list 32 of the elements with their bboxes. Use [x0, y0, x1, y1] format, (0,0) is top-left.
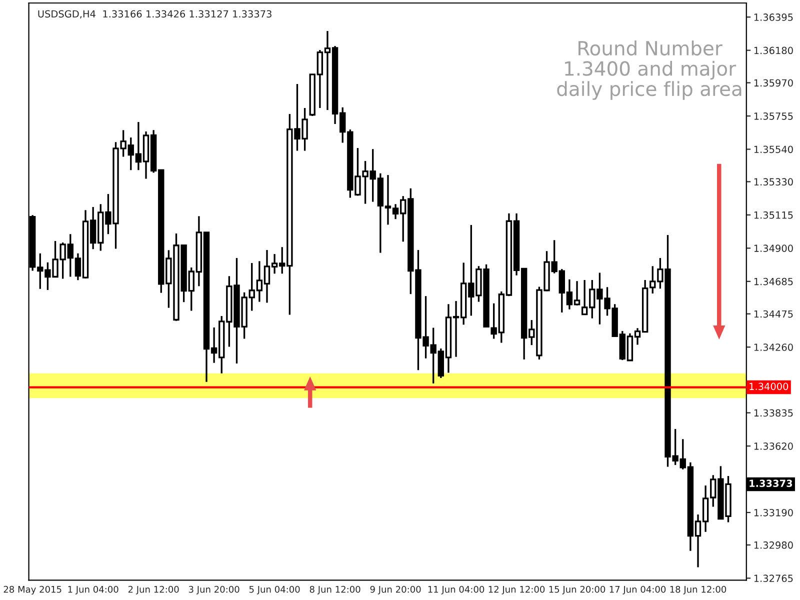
y-tick-label: 1.34900: [754, 244, 793, 252]
x-tick-label: 9 Jun 20:00: [370, 586, 421, 594]
y-tick-label: 1.35970: [754, 79, 793, 87]
y-tick-label: 1.33835: [754, 409, 793, 417]
y-tick-label: 1.35330: [754, 178, 793, 186]
x-tick-label: 15 Jun 20:00: [549, 586, 606, 594]
text: USDSGD,H4 1.33166 1.33426 1.33127 1.33373: [38, 10, 272, 19]
y-tick-label: 1.34685: [754, 278, 793, 286]
y-tick-label: 1.33620: [754, 442, 793, 450]
y-tick-label: 1.34475: [754, 310, 793, 318]
y-tick-label: 1.35540: [754, 146, 793, 154]
x-tick-label: 28 May 2015: [4, 586, 62, 594]
x-tick-label: 12 Jun 12:00: [488, 586, 545, 594]
text: 1.33373: [750, 480, 792, 488]
x-tick-label: 8 Jun 12:00: [310, 586, 360, 594]
y-tick-label: 1.34260: [754, 344, 793, 351]
y-tick-label: 1.36395: [754, 14, 793, 21]
annotation: Round Number 1.3400 and major daily price flip area: [557, 40, 742, 100]
x-tick-label: 17 Jun 04:00: [610, 586, 666, 594]
y-tick-label: 1.33190: [754, 508, 793, 516]
x-tick-label: 3 Jun 20:00: [188, 586, 240, 594]
x-tick-label: 5 Jun 04:00: [249, 586, 300, 594]
x-tick-label: 18 Jun 12:00: [670, 586, 726, 594]
y-tick-label: 1.35755: [754, 112, 793, 120]
y-tick-label: 1.35115: [754, 211, 793, 219]
x-tick-label: 2 Jun 12:00: [128, 586, 179, 594]
y-tick-label: 1.32980: [754, 541, 793, 549]
x-tick-label: 11 Jun 04:00: [428, 586, 484, 594]
x-tick-label: 1 Jun 04:00: [68, 586, 118, 594]
y-tick-label: 1.36180: [754, 46, 793, 54]
y-tick-label: 1.32765: [754, 574, 793, 582]
ref-line-label: 1.34000: [750, 382, 788, 390]
